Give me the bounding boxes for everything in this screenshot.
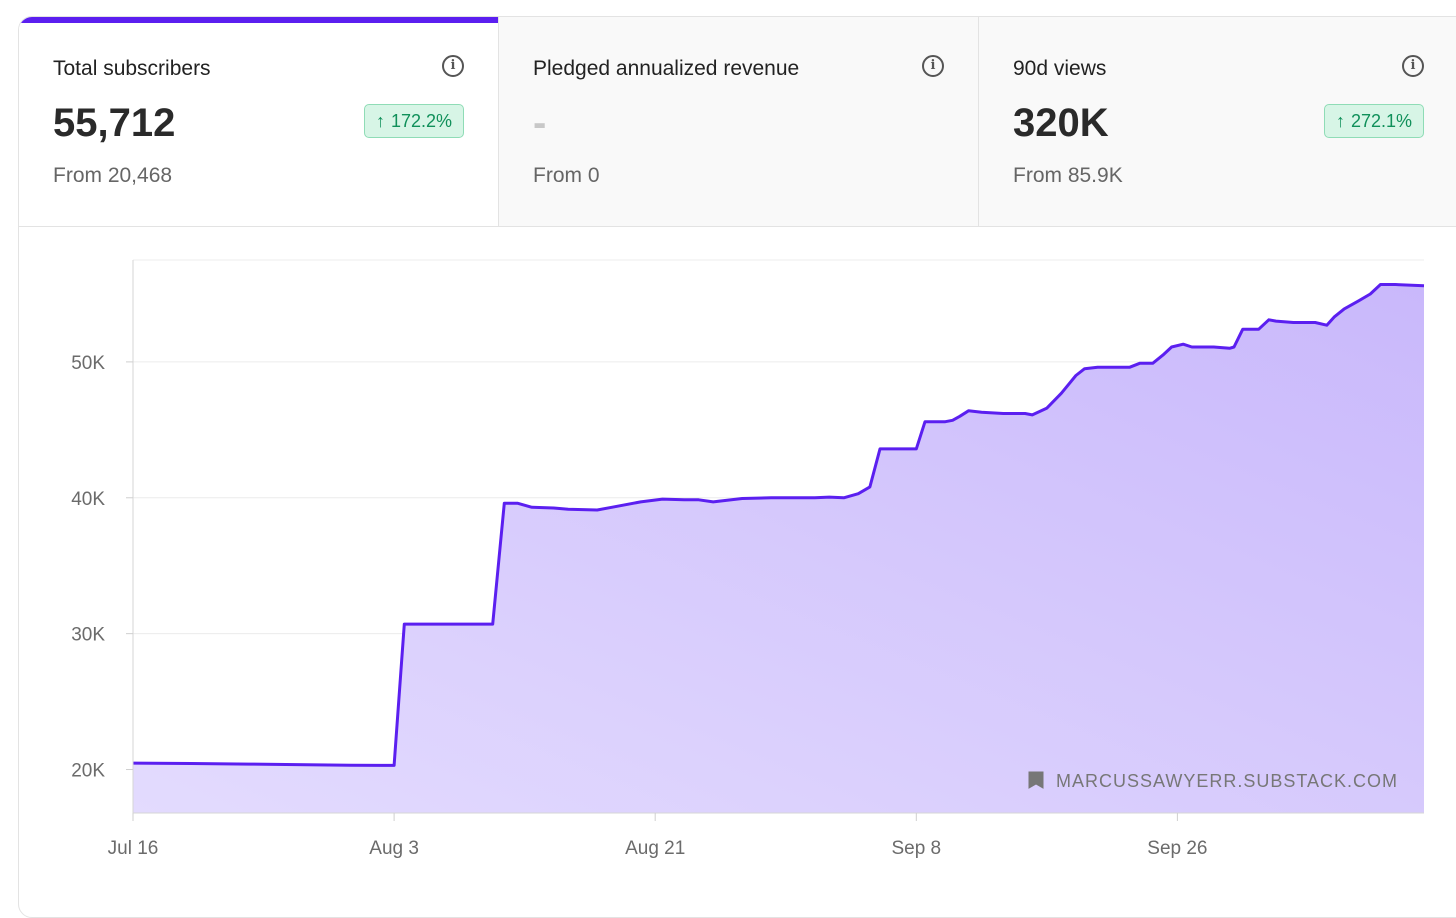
y-tick-label: 50K xyxy=(71,353,105,374)
active-tab-indicator xyxy=(19,17,498,23)
change-value: 172.2% xyxy=(390,111,452,131)
x-tick-label: Aug 3 xyxy=(369,838,419,859)
info-icon[interactable]: i xyxy=(1402,55,1424,77)
y-tick-label: 20K xyxy=(71,761,105,782)
arrow-up-icon: ↑ xyxy=(1335,111,1345,131)
metric-label: 90d views xyxy=(1013,57,1107,80)
arrow-up-icon: ↑ xyxy=(375,111,385,131)
y-tick-label: 40K xyxy=(71,489,105,510)
series-area xyxy=(133,284,1424,813)
metric-value: 320K xyxy=(1013,101,1109,145)
x-tick-label: Sep 8 xyxy=(891,838,941,859)
subscribers-chart: 20K 30K 40K 50K Jul 16 Aug 3 Aug 21 Sep 8 Sep 2… xyxy=(71,259,1425,859)
metric-from: From 20,468 xyxy=(53,164,173,187)
axes xyxy=(132,260,1424,814)
series-line[interactable] xyxy=(132,283,1425,767)
metric-label: Total subscribers xyxy=(53,57,211,80)
x-tick-label: Jul 16 xyxy=(108,838,159,859)
y-tick-label: 30K xyxy=(71,625,105,646)
metric-value: 55,712 xyxy=(53,101,176,145)
bookmark-icon xyxy=(1028,771,1044,789)
metric-tabs: Total subscribers i 55,712 ↑ 172.2% From … xyxy=(19,17,1456,227)
metric-label: Pledged annualized revenue xyxy=(533,57,800,80)
tab-pledged-revenue[interactable]: Pledged annualized revenue i - From 0 xyxy=(499,17,979,226)
metric-from: From 85.9K xyxy=(1013,164,1123,187)
metric-value: - xyxy=(533,101,547,145)
change-badge: ↑ 172.2% xyxy=(363,104,464,138)
x-tick-label: Sep 26 xyxy=(1147,838,1207,859)
metric-from: From 0 xyxy=(533,164,600,187)
watermark-text: MARCUSSAWYERR.SUBSTACK.COM xyxy=(1056,771,1398,791)
info-icon[interactable]: i xyxy=(442,55,464,77)
info-icon[interactable]: i xyxy=(922,55,944,77)
tab-90d-views[interactable]: 90d views i 320K ↑ 272.1% From 85.9K xyxy=(979,17,1456,226)
x-tick-label: Aug 21 xyxy=(625,838,685,859)
change-value: 272.1% xyxy=(1350,111,1412,131)
watermark: MARCUSSAWYERR.SUBSTACK.COM xyxy=(1028,771,1398,791)
change-badge: ↑ 272.1% xyxy=(1323,104,1424,138)
tab-total-subscribers[interactable]: Total subscribers i 55,712 ↑ 172.2% From … xyxy=(19,17,499,226)
y-axis-labels: 20K 30K 40K 50K xyxy=(71,353,133,782)
x-axis-labels: Jul 16 Aug 3 Aug 21 Sep 8 Sep 26 xyxy=(108,813,1208,859)
